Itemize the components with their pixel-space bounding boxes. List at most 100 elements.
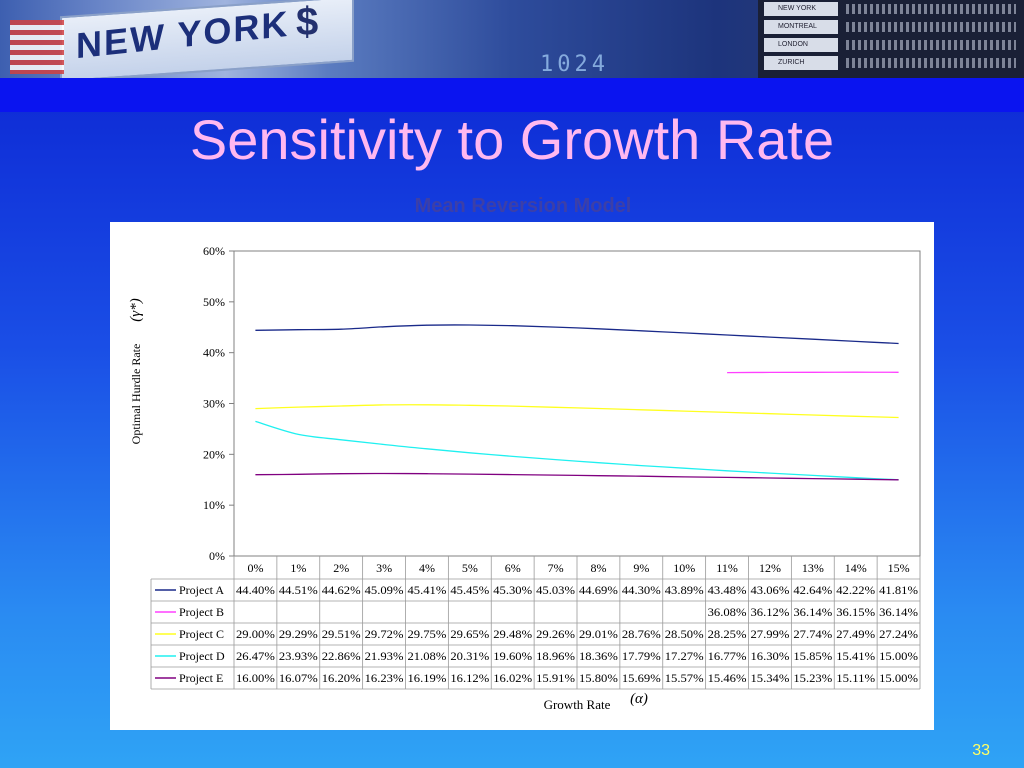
series-line <box>255 420 899 481</box>
legend-label: Project D <box>179 649 225 663</box>
data-label: 21.08% <box>408 651 447 663</box>
data-label: 29.65% <box>450 629 489 641</box>
data-label: 16.02% <box>493 673 532 685</box>
data-label: 18.36% <box>579 651 618 663</box>
y-tick-label: 20% <box>203 447 225 461</box>
data-label: 28.76% <box>622 629 661 641</box>
x-category-label: 9% <box>633 561 649 575</box>
data-label: 16.30% <box>751 651 790 663</box>
data-label: 22.86% <box>322 651 361 663</box>
data-label: 21.93% <box>365 651 404 663</box>
data-label: 36.14% <box>879 607 918 619</box>
departure-board: NEW YORK MONTREAL LONDON ZURICH <box>758 0 1024 78</box>
line-chart: 0% 10% 20% 30% 40% 50% 60% Optimal Hurdle Rate (… <box>128 244 921 712</box>
data-label: 36.12% <box>751 607 790 619</box>
data-label: 15.00% <box>879 651 918 663</box>
data-label: 16.77% <box>708 651 747 663</box>
data-label: 27.74% <box>793 629 832 641</box>
x-category-label: 6% <box>505 561 521 575</box>
data-label: 29.00% <box>236 629 275 641</box>
board-dots <box>846 22 1016 32</box>
data-label: 15.46% <box>708 673 747 685</box>
y-axis-label: Optimal Hurdle Rate <box>129 344 143 445</box>
legend-label: Project C <box>179 627 224 641</box>
data-label: 29.01% <box>579 629 618 641</box>
data-label: 27.99% <box>751 629 790 641</box>
data-label: 29.75% <box>408 629 447 641</box>
dollar-icon: $ <box>296 0 319 44</box>
board-city: LONDON <box>764 38 838 52</box>
data-label: 29.51% <box>322 629 361 641</box>
data-label: 15.85% <box>793 651 832 663</box>
data-label: 15.34% <box>751 673 790 685</box>
data-label: 29.72% <box>365 629 404 641</box>
board-dots <box>846 40 1016 50</box>
data-label: 15.91% <box>536 673 575 685</box>
data-label: 15.80% <box>579 673 618 685</box>
data-label: 18.96% <box>536 651 575 663</box>
data-label: 16.20% <box>322 673 361 685</box>
data-label: 27.24% <box>879 629 918 641</box>
data-label: 44.30% <box>622 585 661 597</box>
flag-icon <box>10 20 64 74</box>
data-label: 41.81% <box>879 585 918 597</box>
x-category-label: 15% <box>888 561 910 575</box>
data-label: 42.64% <box>793 585 832 597</box>
data-label: 28.25% <box>708 629 747 641</box>
banner-digits: 1024 <box>540 52 609 77</box>
data-label: 43.89% <box>665 585 704 597</box>
data-label: 36.15% <box>836 607 875 619</box>
x-axis-label: Growth Rate <box>544 697 611 712</box>
x-axis-symbol: (α) <box>630 691 648 707</box>
data-label: 36.14% <box>793 607 832 619</box>
title-stripe <box>0 78 1024 112</box>
data-label: 45.41% <box>408 585 447 597</box>
x-category-label: 12% <box>759 561 781 575</box>
x-category-label: 14% <box>845 561 867 575</box>
data-label: 29.48% <box>493 629 532 641</box>
y-tick-label: 40% <box>203 346 225 360</box>
series-line <box>255 324 899 345</box>
data-label: 45.45% <box>450 585 489 597</box>
legend-label: Project B <box>179 605 224 619</box>
board-dots <box>846 58 1016 68</box>
data-label: 43.06% <box>751 585 790 597</box>
data-label: 17.27% <box>665 651 704 663</box>
chart-panel: 0% 10% 20% 30% 40% 50% 60% Optimal Hurdle Rate (… <box>110 222 934 730</box>
header-banner-photo: NEW YORK $ 1024 NEW YORK MONTREAL LONDON… <box>0 0 1024 78</box>
board-city: MONTREAL <box>764 20 838 34</box>
data-label: 15.69% <box>622 673 661 685</box>
data-label: 15.23% <box>793 673 832 685</box>
data-label: 15.41% <box>836 651 875 663</box>
data-label: 45.30% <box>493 585 532 597</box>
data-label: 44.51% <box>279 585 318 597</box>
x-category-label: 3% <box>376 561 392 575</box>
data-label: 44.40% <box>236 585 275 597</box>
x-category-label: 5% <box>462 561 478 575</box>
x-category-label: 7% <box>548 561 564 575</box>
x-category-label: 10% <box>673 561 695 575</box>
data-label: 15.11% <box>836 673 875 685</box>
y-tick-label: 60% <box>203 244 225 258</box>
data-label: 16.12% <box>450 673 489 685</box>
data-label: 17.79% <box>622 651 661 663</box>
chart-title: Mean Reversion Model <box>414 195 632 217</box>
x-category-label: 13% <box>802 561 824 575</box>
data-label: 19.60% <box>493 651 532 663</box>
legend-label: Project E <box>179 671 223 685</box>
y-tick-label: 0% <box>209 549 225 563</box>
x-category-label: 11% <box>716 561 738 575</box>
data-label: 44.62% <box>322 585 361 597</box>
data-label: 15.57% <box>665 673 704 685</box>
data-label: 26.47% <box>236 651 275 663</box>
page-number: 33 <box>972 742 990 759</box>
board-dots <box>846 4 1016 14</box>
plot-area <box>233 250 921 557</box>
x-category-label: 4% <box>419 561 435 575</box>
y-tick-label: 50% <box>203 295 225 309</box>
data-label: 43.48% <box>708 585 747 597</box>
data-label: 29.29% <box>279 629 318 641</box>
board-city: ZURICH <box>764 56 838 70</box>
x-category-label: 8% <box>590 561 606 575</box>
data-label: 16.00% <box>236 673 275 685</box>
